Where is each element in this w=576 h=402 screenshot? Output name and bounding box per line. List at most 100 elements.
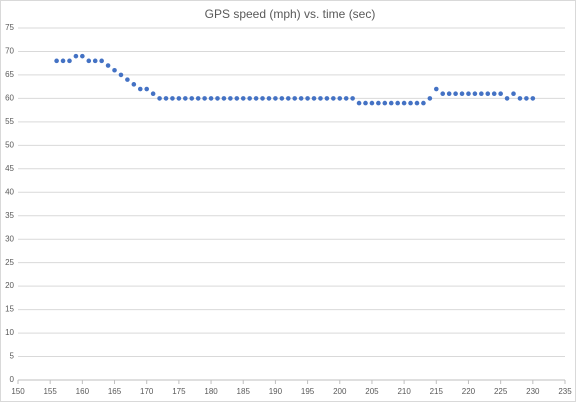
point: [446, 91, 452, 97]
point: [189, 96, 195, 101]
point: [273, 96, 278, 101]
y-tick-label: 20: [5, 281, 14, 290]
point: [125, 77, 130, 82]
y-tick-label: 15: [5, 305, 14, 314]
point: [350, 96, 355, 101]
point: [292, 96, 298, 101]
point: [170, 96, 175, 101]
point: [369, 100, 375, 106]
point: [530, 96, 536, 101]
x-tick-label: 160: [76, 387, 90, 396]
point: [479, 91, 484, 97]
point: [421, 100, 426, 106]
point: [453, 91, 458, 97]
x-tick-label: 210: [397, 387, 411, 396]
point: [427, 96, 433, 101]
x-tick-label: 205: [365, 387, 379, 396]
point: [221, 96, 227, 101]
x-tick-label: 235: [558, 387, 572, 396]
point: [150, 91, 156, 97]
point: [208, 96, 214, 101]
x-tick-label: 220: [462, 387, 476, 396]
point: [183, 96, 188, 101]
point: [137, 86, 143, 92]
y-tick-label: 40: [5, 187, 14, 196]
point: [401, 100, 407, 106]
chart-title: GPS speed (mph) vs. time (sec): [205, 7, 376, 21]
point: [298, 96, 304, 101]
point: [305, 96, 310, 101]
point: [86, 58, 92, 64]
point: [54, 58, 59, 64]
point: [318, 96, 323, 101]
point: [144, 86, 150, 92]
y-tick-label: 70: [5, 47, 14, 56]
y-tick-label: 25: [5, 258, 14, 267]
y-tick-label: 60: [5, 94, 14, 103]
point: [343, 96, 349, 101]
y-tick-label: 45: [5, 164, 14, 173]
point: [324, 96, 330, 101]
x-tick-label: 230: [526, 387, 540, 396]
point: [485, 91, 491, 97]
point: [215, 96, 220, 101]
point: [388, 100, 394, 106]
point: [285, 96, 291, 101]
point: [408, 100, 413, 106]
point: [253, 96, 259, 101]
x-tick-label: 195: [301, 387, 315, 396]
y-tick-label: 10: [5, 328, 14, 337]
point: [311, 96, 317, 101]
point: [504, 96, 510, 101]
point: [60, 58, 66, 64]
y-tick-label: 75: [5, 23, 14, 32]
y-tick-label: 35: [5, 211, 14, 220]
y-tick-label: 5: [10, 352, 15, 361]
point: [376, 100, 381, 106]
point: [382, 100, 388, 106]
point: [395, 100, 400, 106]
point: [67, 58, 72, 64]
y-tick-label: 55: [5, 117, 14, 126]
point: [163, 96, 169, 101]
point: [331, 96, 336, 101]
point: [414, 100, 420, 106]
point: [260, 96, 265, 101]
point: [524, 96, 529, 101]
point: [234, 96, 240, 101]
point: [491, 91, 497, 97]
y-tick-label: 0: [10, 375, 15, 384]
point: [105, 63, 111, 68]
x-tick-label: 170: [140, 387, 154, 396]
point: [228, 96, 233, 101]
point: [279, 96, 285, 101]
x-tick-label: 150: [11, 387, 25, 396]
point: [195, 96, 201, 101]
point: [176, 96, 182, 101]
x-tick-label: 155: [43, 387, 57, 396]
y-tick-label: 50: [5, 140, 14, 149]
point: [356, 100, 362, 106]
point: [99, 58, 104, 64]
x-tick-label: 180: [204, 387, 218, 396]
x-tick-label: 225: [494, 387, 508, 396]
point: [202, 96, 207, 101]
point: [73, 53, 79, 59]
point: [131, 82, 137, 87]
point: [157, 96, 162, 101]
point: [517, 96, 523, 101]
point: [112, 67, 117, 73]
point: [433, 86, 439, 92]
point: [118, 72, 124, 78]
y-tick-label: 30: [5, 234, 14, 243]
point: [459, 91, 465, 97]
point: [80, 53, 85, 59]
x-tick-label: 215: [430, 387, 444, 396]
x-tick-label: 185: [237, 387, 251, 396]
point: [92, 58, 98, 64]
x-tick-label: 200: [333, 387, 347, 396]
point: [472, 91, 478, 97]
